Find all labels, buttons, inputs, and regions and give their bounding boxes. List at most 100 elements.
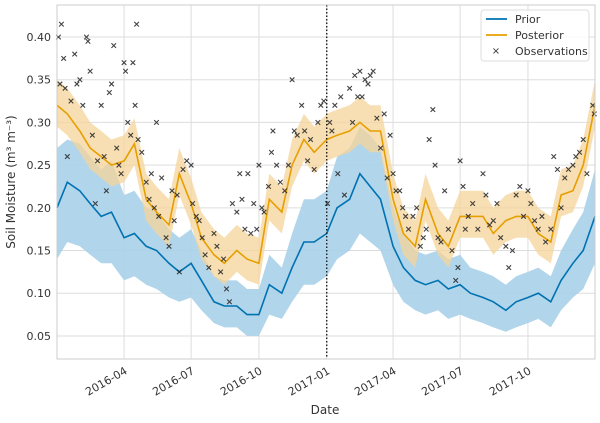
observation-point: [480, 170, 486, 177]
observation-point: [98, 102, 104, 109]
observation-point: [254, 226, 260, 232]
observation-point: [270, 128, 276, 134]
observation-point: [256, 162, 262, 168]
observation-point: [174, 192, 180, 198]
plot-frame: [56, 4, 596, 360]
observation-point: [285, 162, 292, 168]
observation-point: [326, 119, 333, 126]
observation-point: [220, 256, 227, 262]
observation-point: [121, 59, 127, 66]
observation-point: [304, 158, 311, 164]
observation-point: [435, 235, 441, 241]
observation-point: [387, 132, 393, 138]
observation-point: [460, 183, 466, 190]
y-tick-label: 0.25: [27, 159, 52, 172]
observation-point: [122, 68, 129, 74]
observation-point: [211, 230, 217, 237]
observation-point: [248, 230, 254, 237]
observation-point: [576, 149, 583, 156]
x-tick-label: 2016-10: [218, 364, 264, 398]
observation-point: [282, 188, 288, 194]
observation-point: [116, 162, 122, 168]
observation-point: [483, 192, 489, 198]
observation-point: [87, 68, 93, 74]
observation-point: [455, 264, 461, 271]
observation-point: [490, 217, 496, 224]
observation-point: [89, 132, 96, 138]
x-axis-label: Date: [311, 403, 340, 417]
observation-point: [318, 102, 324, 109]
observation-point: [251, 200, 257, 207]
observation-point: [199, 235, 205, 241]
y-tick-label: 0.15: [27, 245, 52, 258]
observation-point: [494, 200, 500, 207]
observation-point: [449, 247, 455, 254]
observation-point: [565, 166, 572, 173]
observation-point: [277, 179, 283, 185]
observation-point: [324, 200, 331, 207]
observation-point: [426, 136, 432, 143]
observation-point: [273, 162, 280, 168]
observation-point: [417, 243, 424, 249]
observation-point: [158, 175, 165, 181]
observation-point: [503, 243, 509, 249]
observation-point: [106, 89, 113, 96]
observation-point: [580, 136, 586, 143]
x-tick-label: 2017-07: [419, 364, 465, 398]
observation-point: [118, 170, 124, 177]
observation-point: [539, 213, 545, 220]
legend-posterior-label: Posterior: [515, 29, 564, 42]
y-tick-label: 0.40: [27, 31, 52, 44]
observation-point: [57, 81, 63, 87]
legend-observations-marker: ×: [492, 46, 500, 57]
observation-point: [242, 226, 248, 232]
y-tick-label: 0.10: [27, 287, 52, 300]
observation-point: [226, 299, 233, 305]
observation-point: [176, 269, 183, 275]
observation-point: [108, 81, 115, 87]
observation-point: [381, 111, 387, 117]
observation-point: [341, 192, 348, 198]
observation-point: [329, 128, 335, 134]
observation-point: [410, 213, 416, 220]
observation-point: [114, 145, 120, 151]
observation-point: [239, 196, 245, 202]
observation-point: [377, 145, 384, 151]
observation-point: [542, 239, 549, 245]
observation-point: [206, 264, 212, 271]
observation-point: [71, 51, 78, 57]
observation-point: [513, 192, 519, 198]
observation-point: [367, 72, 373, 79]
observation-point: [291, 128, 297, 134]
observation-point: [520, 213, 527, 220]
observation-point: [465, 213, 471, 220]
observation-point: [509, 247, 516, 254]
observation-point: [445, 226, 452, 232]
observation-point: [265, 183, 272, 190]
observation-point: [234, 209, 240, 215]
x-tick-label: 2017-01: [286, 364, 332, 398]
observation-point: [237, 170, 243, 177]
observation-point: [92, 200, 99, 207]
x-axis-ticks: 2016-04 2016-07 2016-10 2017-01 2017-04 2017-…: [83, 364, 533, 398]
observation-point: [315, 119, 321, 126]
observation-point: [189, 200, 196, 207]
observation-point: [77, 77, 83, 83]
observation-point: [101, 153, 107, 160]
observation-point: [94, 158, 101, 164]
observation-point: [349, 119, 356, 126]
observation-point: [346, 85, 353, 91]
observation-point: [453, 277, 459, 284]
observation-point: [497, 235, 504, 241]
y-tick-label: 0.30: [27, 116, 52, 129]
observation-point: [486, 222, 493, 228]
observation-point: [245, 170, 251, 177]
observation-point: [143, 179, 149, 185]
observation-point: [163, 235, 169, 241]
observation-point: [139, 149, 145, 156]
x-tick-label: 2017-10: [487, 364, 533, 398]
observation-point: [125, 119, 131, 126]
observation-point: [457, 158, 463, 164]
observation-point: [413, 205, 420, 211]
